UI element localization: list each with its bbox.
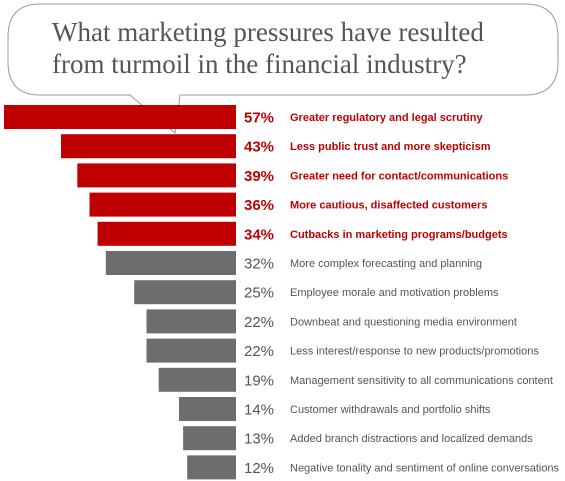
value-label-12: 13% (244, 431, 274, 448)
bar-10 (158, 367, 236, 392)
bar-9 (146, 338, 236, 363)
value-label-7: 25% (244, 285, 274, 302)
bar-11 (179, 397, 236, 421)
category-label-11: Customer withdrawals and portfolio shift… (290, 404, 491, 416)
category-label-12: Added branch distractions and localized … (290, 433, 533, 445)
category-label-3: Greater need for contact/communications (290, 170, 508, 182)
category-label-2: Less public trust and more skepticism (290, 141, 491, 153)
category-label-7: Employee morale and motivation problems (290, 287, 499, 299)
chart-title-line-1: What marketing pressures have resulted (52, 17, 484, 47)
bar-6 (105, 251, 236, 275)
category-label-5: Cutbacks in marketing programs/budgets (290, 229, 508, 241)
chart-title: What marketing pressures have resulted f… (52, 16, 542, 80)
value-label-13: 12% (244, 460, 274, 477)
bar-3 (77, 163, 236, 188)
chart-title-line-2: from turmoil in the financial industry? (52, 49, 467, 79)
value-label-3: 39% (244, 168, 274, 185)
value-label-6: 32% (244, 256, 274, 273)
value-label-4: 36% (244, 197, 274, 214)
bar-8 (146, 309, 236, 334)
bar-5 (97, 221, 236, 246)
category-label-13: Negative tonality and sentiment of onlin… (290, 462, 560, 474)
value-label-10: 19% (244, 372, 274, 389)
bar-1 (4, 105, 236, 129)
category-label-6: More complex forecasting and planning (290, 258, 482, 270)
category-label-1: Greater regulatory and legal scrutiny (290, 112, 483, 124)
category-label-8: Downbeat and questioning media environme… (290, 316, 517, 328)
value-label-9: 22% (244, 343, 274, 360)
bar-7 (134, 280, 236, 305)
category-label-9: Less interest/response to new products/p… (290, 346, 539, 358)
value-label-8: 22% (244, 314, 274, 331)
value-label-11: 14% (244, 402, 274, 419)
value-label-1: 57% (244, 110, 274, 127)
value-label-5: 34% (244, 226, 274, 243)
bar-13 (187, 455, 236, 480)
category-label-4: More cautious, disaffected customers (290, 200, 487, 212)
bar-4 (89, 192, 236, 217)
bar-2 (61, 134, 236, 159)
category-label-10: Management sensitivity to all communicat… (290, 375, 553, 387)
value-label-2: 43% (244, 139, 274, 156)
bar-12 (183, 426, 236, 451)
